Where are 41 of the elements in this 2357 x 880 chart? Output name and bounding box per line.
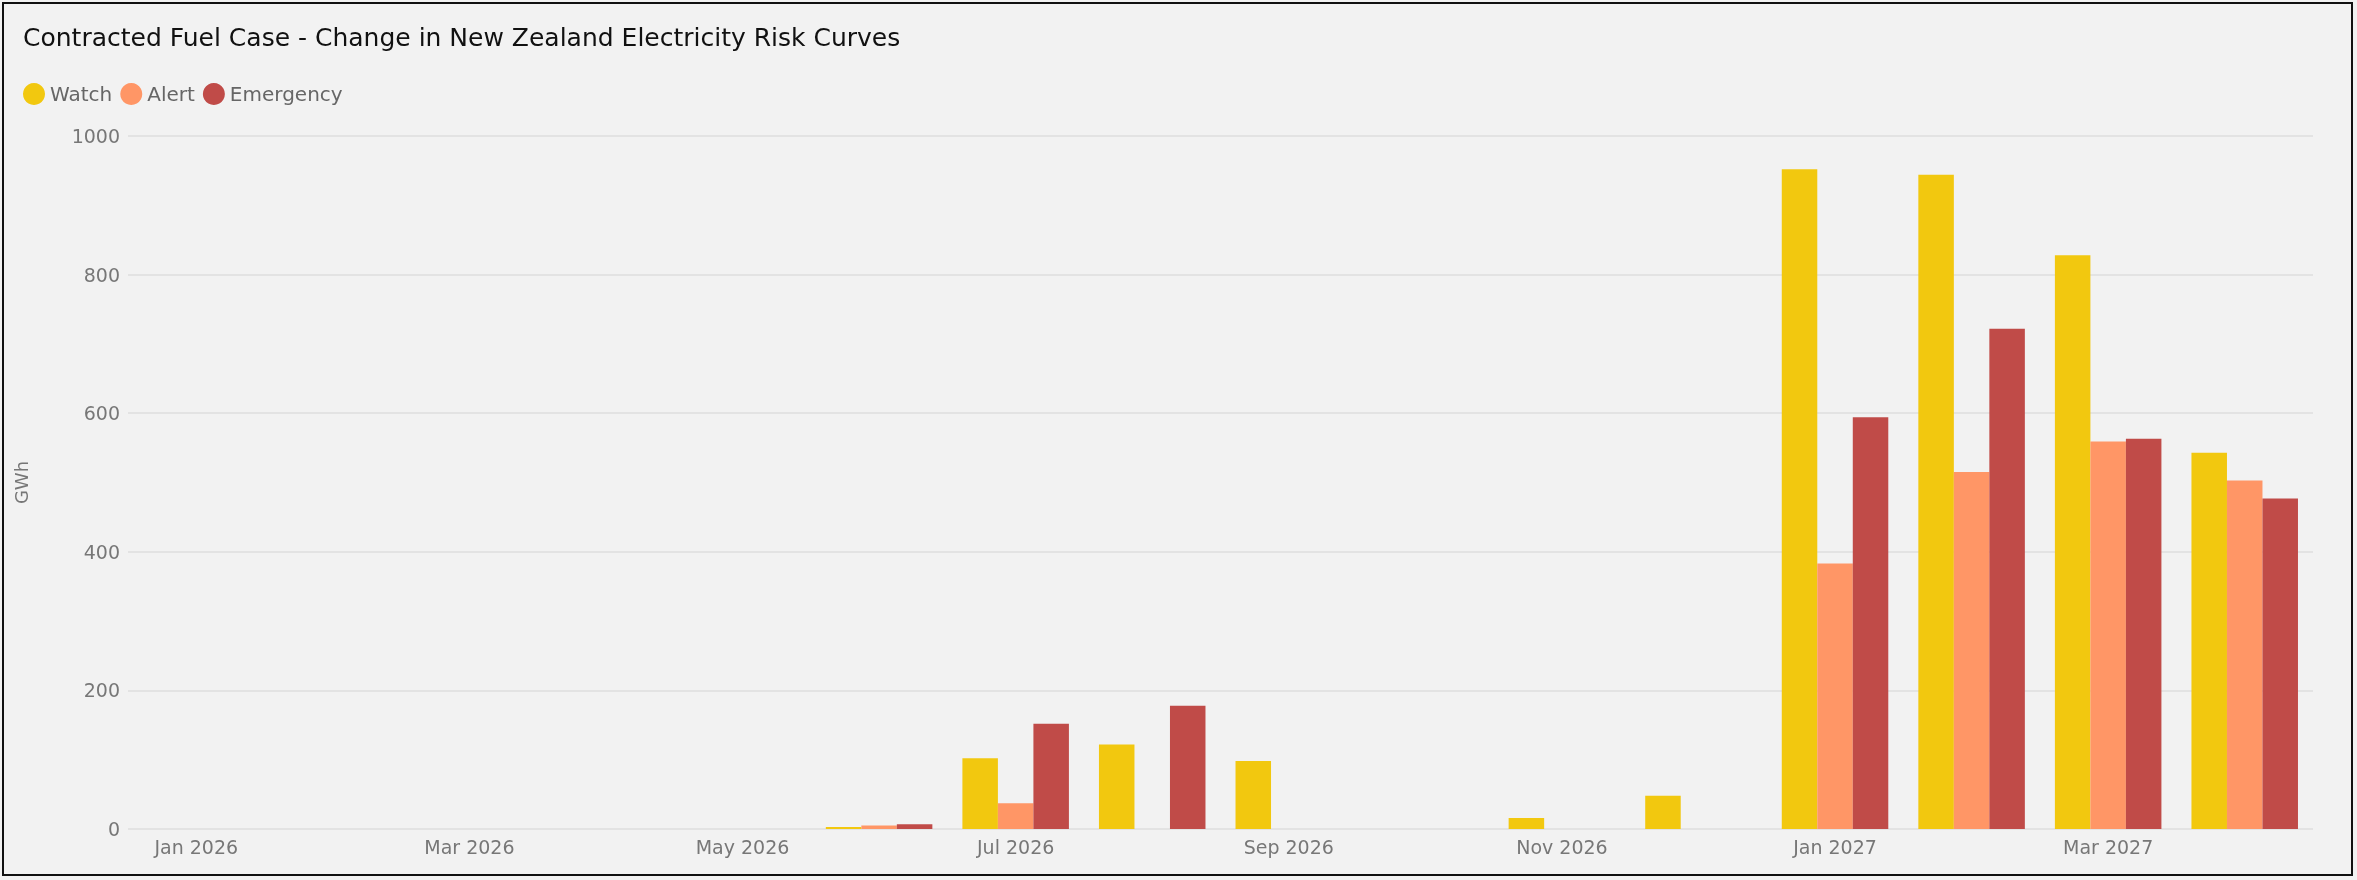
x-tick-label: Jan 2027 bbox=[1792, 835, 1877, 858]
bar bbox=[1852, 417, 1889, 829]
x-tick-label: Mar 2026 bbox=[424, 835, 515, 858]
bar bbox=[896, 824, 933, 829]
bar bbox=[1953, 472, 1990, 829]
x-tick-label: May 2026 bbox=[695, 835, 790, 858]
bar bbox=[1918, 174, 1954, 829]
bar bbox=[825, 826, 862, 829]
x-tick-label: Mar 2027 bbox=[2063, 835, 2154, 858]
bar bbox=[2191, 452, 2227, 829]
bar bbox=[2125, 438, 2162, 829]
bar bbox=[1169, 705, 1206, 829]
y-axis-title: GWh bbox=[10, 460, 32, 505]
chart-title: Contracted Fuel Case - Change in New Zealand Electricity Risk Curves bbox=[23, 23, 901, 52]
bar bbox=[1781, 169, 1818, 829]
bar bbox=[1989, 328, 2025, 829]
y-tick-label: 600 bbox=[83, 402, 120, 425]
bar bbox=[962, 758, 998, 829]
bar bbox=[997, 803, 1034, 829]
bar bbox=[1508, 817, 1545, 829]
legend-label: Watch bbox=[50, 82, 113, 106]
y-tick-label: 400 bbox=[83, 540, 120, 563]
x-tick-label: Nov 2026 bbox=[1516, 835, 1608, 858]
legend-label: Emergency bbox=[229, 82, 343, 106]
y-tick-label: 1000 bbox=[71, 125, 120, 147]
bar bbox=[2262, 498, 2298, 829]
x-tick-label: Jan 2026 bbox=[153, 835, 239, 858]
y-tick-label: 800 bbox=[83, 263, 120, 286]
bar bbox=[2226, 480, 2263, 829]
legend-label: Alert bbox=[147, 82, 196, 106]
bar bbox=[1645, 795, 1681, 829]
bar bbox=[1235, 761, 1272, 829]
x-tick-label: Sep 2026 bbox=[1243, 835, 1334, 858]
bar bbox=[1098, 744, 1135, 829]
x-tick-label: Jul 2026 bbox=[975, 835, 1055, 858]
bar bbox=[1817, 563, 1853, 829]
bar bbox=[2054, 255, 2091, 829]
y-tick-label: 200 bbox=[83, 679, 120, 702]
y-tick-label: 0 bbox=[107, 818, 120, 840]
bar bbox=[1033, 723, 1069, 829]
bar bbox=[2090, 441, 2126, 829]
